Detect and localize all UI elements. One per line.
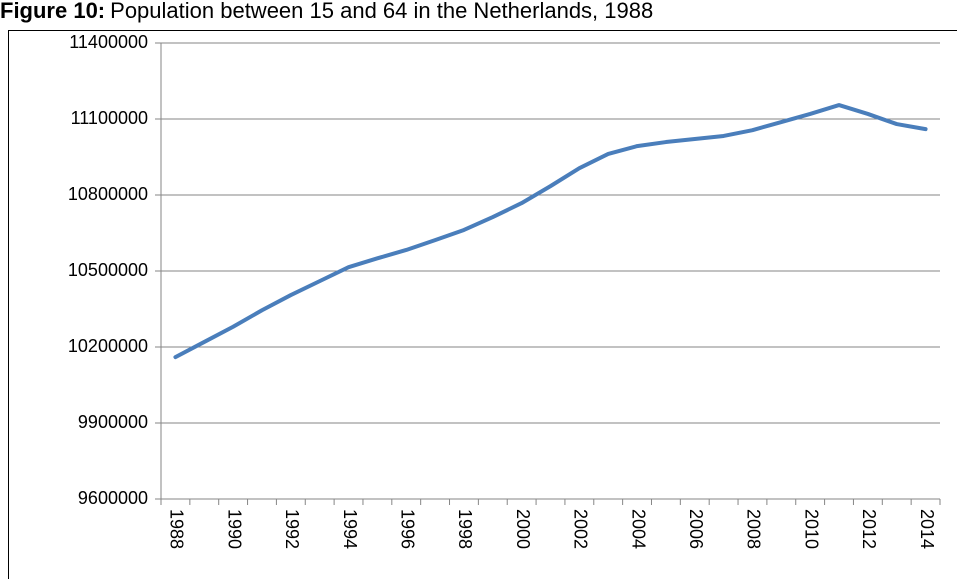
y-tick-label: 10800000	[68, 184, 148, 204]
x-tick-label: 2014	[917, 509, 937, 549]
y-tick-label: 10200000	[68, 336, 148, 356]
y-tick-label: 10500000	[68, 260, 148, 280]
x-tick-label: 2006	[686, 509, 706, 549]
title-text: Population between 15 and 64 in the Neth…	[110, 0, 653, 23]
x-tick-label: 1996	[397, 509, 417, 549]
y-tick-label: 9600000	[78, 488, 148, 508]
title-background	[0, 0, 957, 29]
x-tick-label: 1988	[167, 509, 187, 549]
x-tick-label: 2002	[571, 509, 591, 549]
data-line	[173, 103, 928, 360]
x-tick-label: 1990	[224, 509, 244, 549]
x-tick-label: 2008	[744, 509, 764, 549]
y-tick-label: 9900000	[78, 412, 148, 432]
x-tick-label: 1994	[340, 509, 360, 549]
x-tick-label: 2012	[859, 509, 879, 549]
y-tick-label: 11100000	[71, 108, 148, 128]
x-tick-label: 2010	[801, 509, 821, 549]
x-tick-label: 2004	[628, 509, 648, 549]
x-tick-label: 2000	[513, 509, 533, 549]
y-tick-label: 11400000	[69, 32, 148, 52]
x-tick-label: 1998	[455, 509, 475, 549]
chart-title: Figure 10: Population between 15 and 64 i…	[0, 0, 653, 23]
x-tick-label: 1992	[282, 509, 302, 549]
title-label: Figure 10:	[0, 0, 105, 23]
chart-frame	[8, 30, 957, 579]
